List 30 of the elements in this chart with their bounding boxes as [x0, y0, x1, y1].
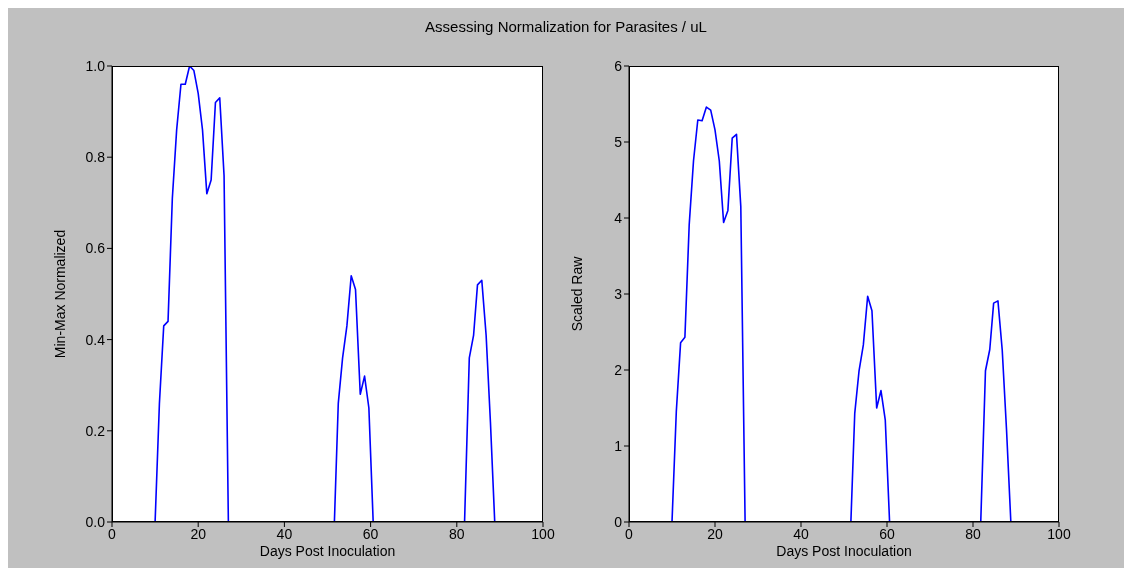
y-tick-label: 6 — [614, 57, 623, 74]
x-axis-title: Days Post Inoculation — [776, 543, 912, 559]
y-tick-label: 4 — [614, 209, 623, 226]
y-tick-label: 0.2 — [85, 422, 106, 439]
x-tick-label: 100 — [531, 525, 555, 542]
x-tick-label: 80 — [449, 525, 465, 542]
y-tick-label: 0.8 — [85, 149, 106, 166]
x-tick-label: 20 — [707, 525, 723, 542]
x-tick-label: 40 — [793, 525, 809, 542]
x-tick-label: 60 — [879, 525, 895, 542]
x-tick-label: 0 — [625, 525, 634, 542]
x-tick-label: 60 — [362, 525, 379, 542]
y-tick-label: 0.4 — [85, 331, 106, 348]
y-tick-label: 0.0 — [85, 513, 106, 530]
x-tick-label: 40 — [276, 525, 293, 542]
y-axis-title: Min-Max Normalized — [51, 229, 68, 359]
x-tick-label: 80 — [965, 525, 981, 542]
y-axis-title: Scaled Raw — [568, 255, 585, 332]
y-tick-label: 3 — [614, 285, 623, 302]
x-axis-title: Days Post Inoculation — [259, 543, 396, 559]
y-tick-label: 2 — [614, 361, 623, 378]
y-tick-label: 0 — [614, 513, 623, 530]
y-tick-label: 1.0 — [85, 57, 106, 74]
x-tick-label: 20 — [190, 525, 207, 542]
chart-title: Assessing Normalization for Parasites / uL — [424, 18, 708, 35]
y-tick-label: 5 — [614, 133, 623, 150]
x-tick-label: 100 — [1047, 525, 1071, 542]
y-tick-label: 1 — [614, 437, 623, 454]
x-tick-label: 0 — [108, 525, 117, 542]
y-tick-label: 0.6 — [85, 240, 106, 257]
